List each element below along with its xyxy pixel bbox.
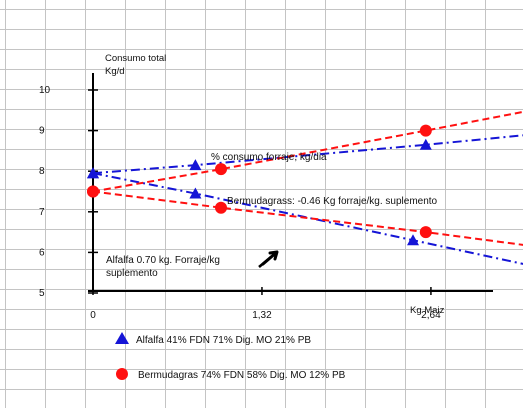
series-layer xyxy=(87,110,523,265)
alfalfa-note-line1: Alfalfa 0.70 kg. Forraje/kg xyxy=(106,255,220,266)
alfalfa-point xyxy=(407,234,419,246)
bermuda-point xyxy=(215,163,227,176)
y-tick-label: 6 xyxy=(39,247,45,258)
y-axis-label-line1: Consumo total xyxy=(105,53,166,64)
series-line xyxy=(92,110,523,193)
alfalfa-note-line2: suplemento xyxy=(106,268,158,279)
bermuda-point xyxy=(87,185,99,198)
legend: Alfalfa 41% FDN 71% Dig. MO 21% PB Bermu… xyxy=(115,332,346,381)
x-tick-label: 0 xyxy=(90,310,96,321)
legend-alfalfa-marker xyxy=(115,332,129,344)
alfalfa-point xyxy=(189,187,202,199)
y-tick-label: 5 xyxy=(39,288,45,299)
x-tick-label: 1,32 xyxy=(252,310,272,321)
bermuda-point xyxy=(419,226,432,239)
x-axis-label: Kg Maiz xyxy=(410,305,445,316)
legend-bermuda-label: Bermudagras 74% FDN 58% Dig. MO 12% PB xyxy=(138,370,346,381)
bermuda-point xyxy=(215,201,227,214)
label-layer: Consumo total Kg/d Kg Maiz % consumo for… xyxy=(105,53,445,316)
y-axis-label-line2: Kg/d xyxy=(105,66,125,77)
bermuda-note-annotation: Bermudagrass: -0.46 Kg forraje/kg. suple… xyxy=(227,196,438,207)
series-line xyxy=(92,134,523,175)
series-line xyxy=(92,190,523,246)
legend-alfalfa-label: Alfalfa 41% FDN 71% Dig. MO 21% PB xyxy=(136,335,311,346)
y-tick-label: 9 xyxy=(39,126,45,137)
pct-consumo-annotation: % consumo forraje, kg/dia xyxy=(211,152,327,163)
y-tick-label: 10 xyxy=(39,85,51,96)
y-tick-label: 7 xyxy=(39,207,45,218)
y-tick-label: 8 xyxy=(39,166,45,177)
alfalfa-point xyxy=(419,138,432,150)
annotation-arrow-line xyxy=(258,251,278,268)
legend-bermuda-marker xyxy=(116,368,128,380)
alfalfa-point xyxy=(87,167,99,179)
x-tick-label: 2,64 xyxy=(421,310,441,321)
alfalfa-point xyxy=(189,159,202,171)
bermuda-point xyxy=(419,124,432,137)
